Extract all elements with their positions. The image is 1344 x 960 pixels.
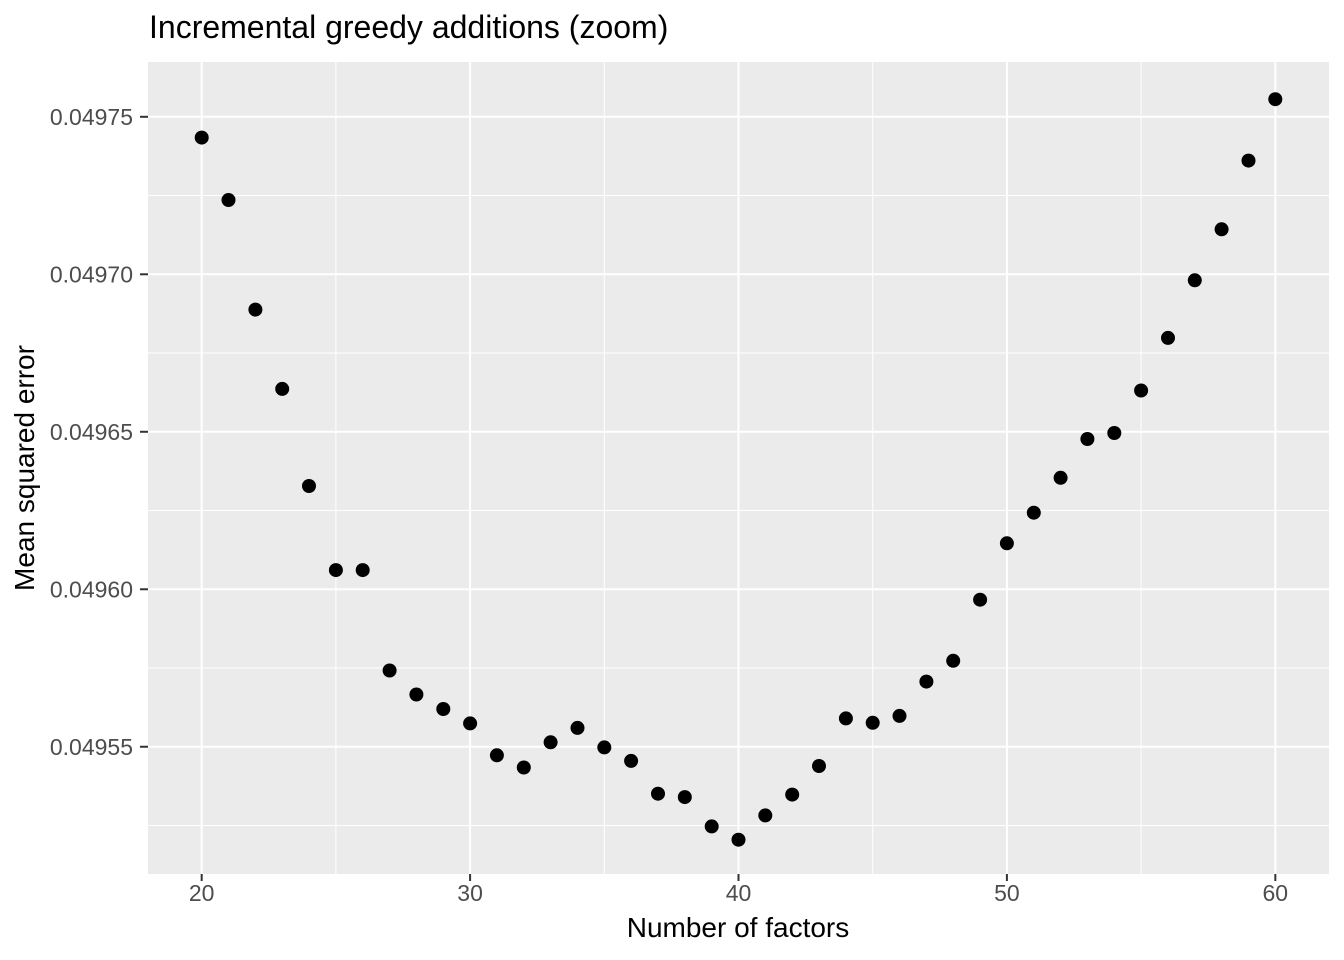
data-point (328, 563, 343, 578)
x-axis-tick-label: 60 (1263, 880, 1289, 906)
data-point (1107, 426, 1122, 440)
data-point (436, 702, 451, 716)
y-axis-tick-label: 0.04960 (50, 576, 133, 602)
data-point (1187, 273, 1202, 288)
data-point (543, 735, 558, 750)
x-axis-tick-label: 50 (994, 880, 1020, 906)
data-point (731, 832, 746, 847)
data-point (812, 759, 826, 773)
data-point (838, 711, 853, 726)
data-point (1161, 330, 1175, 345)
data-point (382, 663, 397, 678)
data-point (758, 808, 773, 823)
data-point (704, 819, 719, 834)
data-point (1241, 153, 1256, 168)
data-point (570, 720, 585, 735)
data-point (892, 708, 907, 723)
data-point (355, 563, 370, 578)
x-axis-tick-label: 20 (189, 880, 215, 906)
data-point (194, 130, 209, 145)
axis-tick-marks (140, 115, 1277, 881)
data-point (1268, 92, 1283, 107)
x-axis-title: Number of factors (627, 912, 850, 943)
data-point (946, 653, 961, 668)
data-point (677, 790, 692, 805)
plot-title: Incremental greedy additions (zoom) (149, 9, 668, 45)
x-axis-tick-label: 30 (457, 880, 483, 906)
data-point (516, 760, 531, 775)
y-axis-tick-label: 0.04975 (50, 104, 133, 130)
data-point (1026, 505, 1041, 520)
data-point (919, 674, 934, 689)
data-point (1053, 470, 1068, 485)
data-point (1214, 222, 1229, 237)
data-point (597, 740, 612, 755)
data-point (973, 592, 988, 607)
y-axis-title: Mean squared error (9, 345, 40, 591)
data-point (409, 687, 424, 702)
y-axis-tick-label: 0.04955 (50, 734, 133, 760)
data-point (785, 787, 800, 802)
major-gridlines (148, 62, 1329, 874)
x-axis-tick-label: 40 (726, 880, 752, 906)
data-point (221, 193, 236, 207)
data-point (624, 753, 639, 768)
y-axis-tick-label: 0.04970 (50, 261, 133, 287)
y-axis-tick-label: 0.04965 (50, 419, 133, 445)
data-point (248, 302, 263, 317)
data-point (1080, 432, 1095, 446)
data-point (865, 715, 880, 730)
data-point (1134, 383, 1149, 398)
data-points (194, 92, 1283, 847)
data-point (275, 381, 290, 396)
data-point (999, 536, 1014, 551)
data-point (302, 479, 316, 493)
data-point (463, 716, 478, 731)
data-point (489, 748, 504, 763)
data-point (651, 786, 665, 801)
axis-tick-labels: 20 30 40 50 60 0.04955 0.04960 0.04965 0.04970 0.… (50, 104, 1288, 906)
